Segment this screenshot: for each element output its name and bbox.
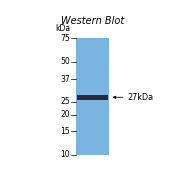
Text: 27kDa: 27kDa: [127, 93, 153, 102]
Text: kDa: kDa: [55, 24, 70, 33]
Text: 20: 20: [60, 110, 70, 119]
FancyBboxPatch shape: [77, 95, 108, 100]
Text: Western Blot: Western Blot: [61, 16, 124, 26]
Text: 75: 75: [60, 34, 70, 43]
Text: 10: 10: [60, 150, 70, 159]
Text: 37: 37: [60, 75, 70, 84]
Text: 15: 15: [60, 127, 70, 136]
Text: 25: 25: [60, 97, 70, 106]
Text: 50: 50: [60, 57, 70, 66]
FancyBboxPatch shape: [76, 38, 109, 155]
